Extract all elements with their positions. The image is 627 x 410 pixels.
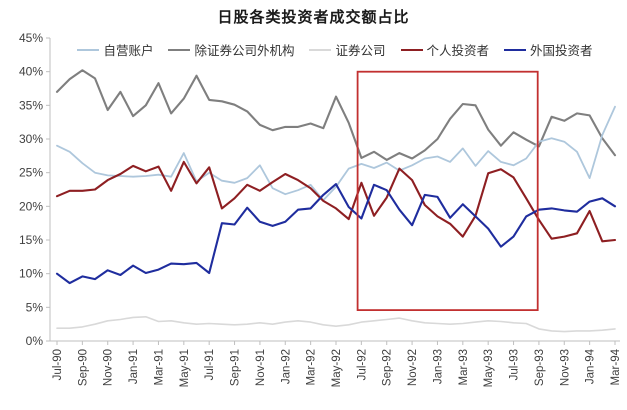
y-axis-label: 10% — [19, 267, 43, 281]
chart-title: 日股各类投资者成交额占比 — [217, 9, 410, 26]
x-axis-label: Sep-91 — [230, 349, 242, 386]
legend-label: 除证券公司外机构 — [194, 44, 295, 58]
legend-item-foreign-investors: 外国投资者 — [504, 40, 593, 59]
x-axis-label: Mar-94 — [610, 348, 622, 385]
x-axis-label: Nov-91 — [255, 349, 267, 386]
x-axis-label: Nov-90 — [103, 349, 115, 386]
legend-item-individual-investors: 个人投资者 — [400, 40, 490, 59]
y-axis-label: 20% — [19, 199, 43, 213]
x-axis-label: May-91 — [179, 349, 191, 387]
x-axis-label: Sep-90 — [77, 349, 89, 386]
line-proprietary-accounts — [56, 105, 616, 202]
legend-line-swatch — [309, 48, 332, 51]
chart-legend: 自营账户 除证券公司外机构 证券公司 个人投资者 外国投资者 — [52, 40, 618, 59]
x-axis-label: Nov-92 — [407, 349, 419, 386]
axis-lines — [49, 38, 620, 342]
x-axis-label: Sep-93 — [534, 349, 546, 386]
x-axis-label: Jan-92 — [280, 349, 292, 384]
line-individual-investors — [55, 160, 617, 243]
x-axis-label: Jan-93 — [432, 349, 444, 384]
x-axis-label: Nov-93 — [559, 349, 571, 386]
x-axis-label: Mar-91 — [153, 349, 165, 385]
legend-item-proprietary-accounts: 自营账户 — [77, 40, 153, 59]
x-axis-label: May-93 — [483, 349, 495, 387]
legend-item-non-broker-institutions: 除证券公司外机构 — [168, 40, 294, 59]
line-securities-companies — [56, 315, 616, 333]
x-axis-label: Jul-92 — [356, 349, 368, 380]
y-axis-label: 15% — [19, 233, 43, 247]
legend-line-swatch — [77, 48, 100, 51]
y-axis-label: 40% — [19, 65, 43, 79]
y-axis-label: 25% — [19, 166, 43, 180]
y-axis-label: 5% — [26, 300, 44, 314]
x-axis-label: Jul-90 — [52, 349, 64, 380]
legend-line-swatch — [168, 48, 191, 51]
x-axis-label: Jul-91 — [204, 349, 216, 380]
highlight-rectangle — [356, 70, 539, 311]
x-axis-label: Jul-93 — [509, 349, 521, 380]
x-axis-label: Mar-93 — [458, 349, 470, 385]
x-axis-label: Mar-92 — [306, 349, 318, 385]
y-axis-label: 45% — [19, 31, 43, 45]
legend-item-securities-companies: 证券公司 — [309, 40, 386, 59]
legend-label: 个人投资者 — [426, 44, 490, 58]
y-axis-label: 30% — [19, 132, 43, 146]
x-axis-label: Jan-91 — [128, 349, 140, 384]
legend-label: 证券公司 — [335, 44, 386, 58]
y-axis-label: 0% — [26, 334, 44, 348]
legend-label: 外国投资者 — [530, 44, 593, 58]
x-axis-label: Jan-94 — [585, 348, 597, 384]
legend-label: 自营账户 — [103, 44, 154, 58]
x-axis-label: Sep-92 — [382, 349, 394, 386]
y-axis-label: 35% — [19, 98, 43, 112]
line-foreign-investors — [55, 183, 617, 285]
legend-line-swatch — [400, 48, 423, 51]
legend-line-swatch — [504, 48, 527, 51]
line-non-broker-institutions — [55, 69, 617, 161]
x-axis-label: May-92 — [331, 349, 343, 387]
